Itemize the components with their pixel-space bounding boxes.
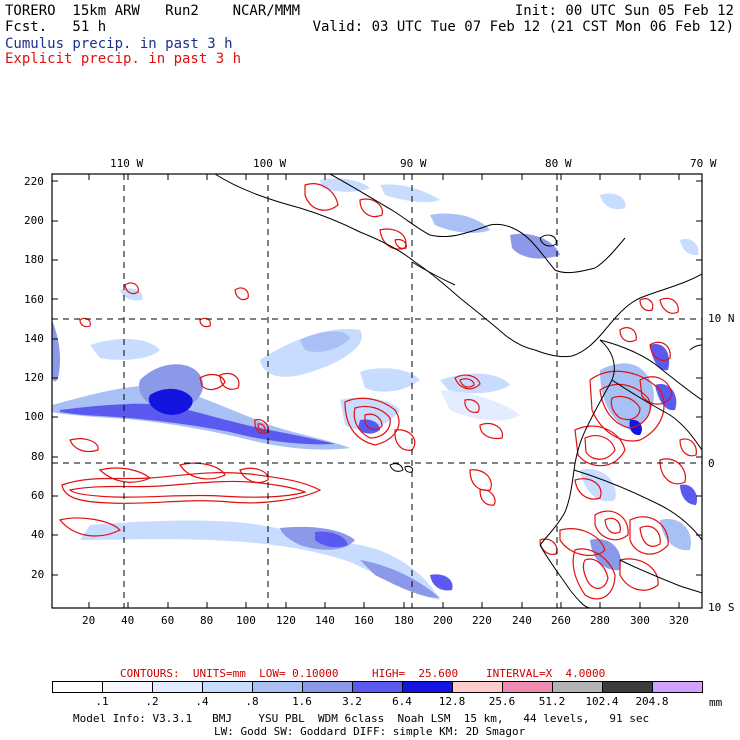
y-tick-label: 160 (24, 293, 44, 306)
x-tick-label: 280 (590, 614, 610, 627)
colorbar-label: .1 (95, 695, 109, 708)
lon-label-110w: 110 W (110, 157, 144, 170)
colorbar-swatch (652, 681, 703, 693)
colorbar-label: .8 (245, 695, 259, 708)
x-axis-ticks (88, 174, 680, 608)
y-tick-label: 100 (24, 410, 44, 423)
contour-high: HIGH= 25.600 (372, 667, 459, 680)
colorbar-label: 1.6 (292, 695, 312, 708)
x-tick-label: 120 (276, 614, 296, 627)
colorbar-label: 6.4 (392, 695, 412, 708)
colorbar-swatch (152, 681, 203, 693)
x-tick-label: 100 (236, 614, 256, 627)
colorbar-label: 204.8 (635, 695, 669, 708)
lon-label-90w: 90 W (400, 157, 427, 170)
contour-interval: INTERVAL=X 4.0000 (486, 667, 606, 680)
valid-time: Valid: 03 UTC Tue 07 Feb 12 (21 CST Mon … (312, 19, 734, 35)
colorbar-swatch (52, 681, 103, 693)
colorbar-label: 12.8 (438, 695, 466, 708)
colorbar-label: .4 (195, 695, 209, 708)
y-tick-label: 140 (24, 332, 44, 345)
coastlines (214, 174, 702, 608)
forecast-hour: Fcst. 51 h (5, 19, 107, 35)
y-tick-label: 120 (24, 371, 44, 384)
colorbar-label: 25.6 (488, 695, 516, 708)
model-info: Model Info: V3.3.1 BMJ YSU PBL WDM 6clas… (73, 712, 650, 725)
plot-frame (51, 173, 703, 609)
lon-label-80w: 80 W (545, 157, 572, 170)
physics-info: LW: Godd SW: Goddard DIFF: simple KM: 2D… (214, 725, 526, 738)
colorbar-swatch (102, 681, 153, 693)
colorbar-label: 51.2 (538, 695, 566, 708)
colorbar-label: 102.4 (585, 695, 619, 708)
init-time: Init: 00 UTC Sun 05 Feb 12 (514, 3, 734, 19)
x-tick-label: 320 (669, 614, 689, 627)
run-title: TORERO 15km ARW Run2 NCAR/MMM (5, 3, 301, 19)
colorbar-swatch (252, 681, 303, 693)
lat-label-10s: 10 S (708, 601, 735, 614)
colorbar-swatch (352, 681, 403, 693)
contour-info: CONTOURS: UNITS=mm LOW= 0.10000 (120, 667, 339, 680)
x-tick-label: 240 (512, 614, 532, 627)
cumulus-precip-field (52, 178, 699, 600)
lat-label-0: 0 (708, 457, 715, 470)
lon-label-100w: 100 W (253, 157, 287, 170)
x-tick-label: 260 (551, 614, 571, 627)
legend-explicit: Explicit precip. in past 3 h (5, 51, 242, 67)
y-axis-ticks (52, 180, 702, 576)
lon-label-70w: 70 W (690, 157, 717, 170)
x-tick-label: 220 (472, 614, 492, 627)
y-tick-label: 60 (31, 489, 45, 502)
x-tick-label: 160 (354, 614, 374, 627)
y-tick-label: 80 (31, 450, 45, 463)
x-tick-label: 60 (161, 614, 175, 627)
colorbar-swatch (502, 681, 553, 693)
colorbar-units: mm (709, 696, 723, 709)
x-tick-label: 20 (82, 614, 96, 627)
colorbar-swatch (452, 681, 503, 693)
colorbar-swatch (202, 681, 253, 693)
x-tick-label: 40 (121, 614, 135, 627)
y-tick-label: 20 (31, 568, 45, 581)
x-tick-label: 200 (433, 614, 453, 627)
colorbar-label: .2 (145, 695, 159, 708)
latlon-grid (52, 174, 702, 608)
y-tick-label: 40 (31, 528, 45, 541)
x-tick-label: 80 (200, 614, 214, 627)
lat-label-10n: 10 N (708, 312, 735, 325)
colorbar-swatch (602, 681, 653, 693)
y-tick-label: 220 (24, 175, 44, 188)
x-tick-label: 140 (315, 614, 335, 627)
y-tick-label: 180 (24, 253, 44, 266)
y-tick-label: 200 (24, 214, 44, 227)
colorbar-swatch (302, 681, 353, 693)
x-tick-label: 180 (394, 614, 414, 627)
legend-cumulus: Cumulus precip. in past 3 h (5, 36, 233, 52)
explicit-precip-contours (58, 183, 697, 600)
colorbar-swatch (402, 681, 453, 693)
x-tick-label: 300 (630, 614, 650, 627)
colorbar-label: 3.2 (342, 695, 362, 708)
colorbar-swatch (552, 681, 603, 693)
